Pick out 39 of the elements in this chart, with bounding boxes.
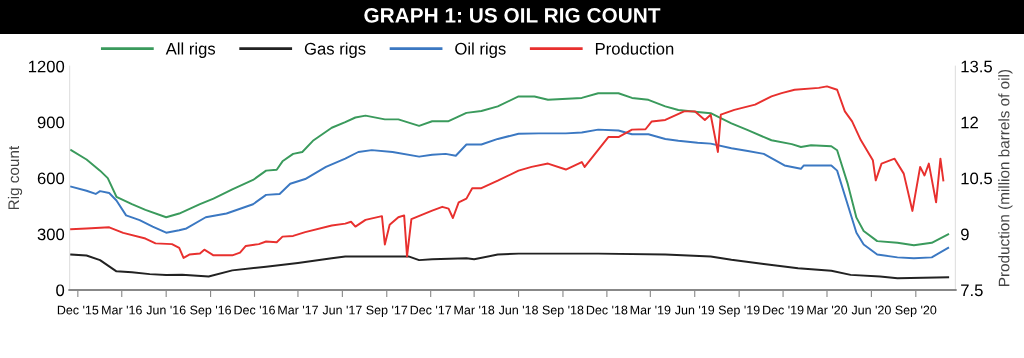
y2-tick-label: 9 <box>961 228 969 241</box>
x-tick-label: Dec '19 <box>763 305 804 315</box>
y-axis-title: Rig count <box>7 145 23 210</box>
y2-axis-title: Production (million barrels of oil) <box>998 69 1013 286</box>
x-tick-label: Mar '18 <box>454 305 495 315</box>
chart-title: GRAPH 1: US OIL RIG COUNT <box>364 8 661 23</box>
x-tick-label: Dec '17 <box>410 305 452 315</box>
x-tick-label: Jun '18 <box>498 305 538 315</box>
line-series <box>70 252 950 280</box>
x-tick-label: Sep '17 <box>366 305 408 317</box>
y2-tick-label: 13.5 <box>961 60 992 73</box>
y-tick-label: 300 <box>37 228 65 241</box>
legend-label: Gas rigs <box>304 42 366 58</box>
y2-tick-label: 10.5 <box>961 172 992 185</box>
y-tick-label: 0 <box>56 284 65 297</box>
line-series <box>70 128 950 260</box>
x-tick-label: Jun '19 <box>674 305 715 315</box>
y2-tick-label: 12 <box>961 116 978 129</box>
x-tick-label: Sep '16 <box>190 305 232 317</box>
y2-tick-label: 7.5 <box>961 284 983 297</box>
x-tick-label: Dec '16 <box>234 305 275 315</box>
x-tick-label: Sep '19 <box>718 305 760 317</box>
x-tick-label: Jun '16 <box>146 305 186 315</box>
x-tick-label: Jun '17 <box>322 305 362 315</box>
x-tick-label: Mar '16 <box>102 305 142 315</box>
y-tick-label: 600 <box>37 172 65 185</box>
y-tick-label: 900 <box>37 116 65 129</box>
x-tick-label: Sep '20 <box>895 305 937 317</box>
legend-label: All rigs <box>165 42 216 58</box>
x-tick-label: Mar '17 <box>278 305 318 315</box>
x-tick-label: Dec '18 <box>586 305 628 315</box>
x-tick-label: Sep '18 <box>542 305 584 317</box>
x-tick-label: Dec '15 <box>57 305 99 315</box>
x-tick-label: Jun '20 <box>851 305 891 315</box>
y-tick-label: 1200 <box>28 60 65 73</box>
x-tick-label: Mar '19 <box>630 305 671 315</box>
x-tick-label: Mar '20 <box>807 305 848 315</box>
legend-label: Oil rigs <box>455 42 506 58</box>
legend-label: Production <box>595 42 674 55</box>
